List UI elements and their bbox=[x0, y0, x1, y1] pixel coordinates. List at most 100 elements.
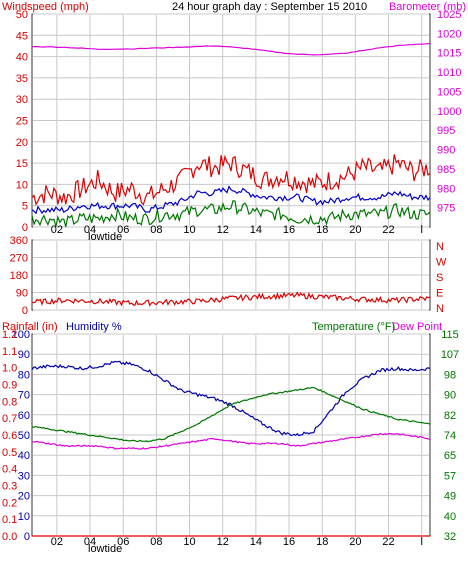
rainfall-y-tick-label: 1.0 bbox=[2, 363, 17, 375]
wind-axis-title: Windspeed (mph) bbox=[2, 1, 89, 13]
barometer-y-tick-label: 1000 bbox=[437, 106, 461, 118]
barometer-y-tick-label: 1015 bbox=[437, 48, 461, 60]
x-tick-label: 22 bbox=[382, 536, 394, 548]
series-lines bbox=[31, 43, 431, 537]
x-tick-label: 02 bbox=[51, 224, 63, 236]
barometer-y-tick-label: 1020 bbox=[437, 28, 461, 40]
humidity-y-tick-label: 20 bbox=[18, 491, 30, 503]
temperature-y-tick-label: 49 bbox=[444, 491, 456, 503]
compass-label: N bbox=[436, 303, 444, 315]
direction-y-tick-label: 360 bbox=[10, 235, 28, 247]
rainfall-y-tick-label: 0.6 bbox=[2, 430, 17, 442]
x-tick-label: 10 bbox=[183, 224, 195, 236]
x-tick-label: 16 bbox=[283, 224, 295, 236]
wind-direction-line bbox=[31, 291, 431, 307]
humidity-y-tick-label: 80 bbox=[18, 369, 30, 381]
rainfall-y-tick-label: 0.2 bbox=[2, 497, 17, 509]
wind-y-tick-label: 45 bbox=[16, 30, 28, 42]
barometer-y-tick-label: 1010 bbox=[437, 67, 461, 79]
temperature-y-tick-label: 98 bbox=[444, 369, 456, 381]
rainfall-y-tick-label: 0.8 bbox=[2, 396, 17, 408]
wind-y-tick-label: 25 bbox=[16, 116, 28, 128]
wind-y-tick-label: 40 bbox=[16, 52, 28, 64]
x-tick-label: 18 bbox=[316, 224, 328, 236]
temperature-y-tick-label: 57 bbox=[444, 470, 456, 482]
direction-y-tick-label: 0 bbox=[22, 305, 28, 317]
x-tick-label: 12 bbox=[217, 536, 229, 548]
wind-y-tick-label: 15 bbox=[16, 158, 28, 170]
temperature-y-tick-label: 40 bbox=[444, 511, 456, 523]
x-tick-label: 04 bbox=[84, 536, 96, 548]
rainfall-axis-title: Rainfall (in) bbox=[2, 321, 58, 333]
direction-y-tick-label: 270 bbox=[10, 253, 28, 265]
rainfall-y-tick-label: 0.9 bbox=[2, 380, 17, 392]
temperature-y-tick-label: 90 bbox=[444, 390, 456, 402]
barometer-y-tick-label: 985 bbox=[437, 164, 455, 176]
wind-y-tick-label: 5 bbox=[22, 201, 28, 213]
temperature-y-tick-label: 107 bbox=[441, 349, 459, 361]
temperature-y-tick-label: 74 bbox=[444, 430, 456, 442]
x-tick-label: 14 bbox=[250, 224, 262, 236]
x-tick-label: l bbox=[420, 536, 422, 548]
rainfall-y-tick-label: 0.0 bbox=[2, 531, 17, 543]
lowtide-label-top: lowtide bbox=[88, 231, 122, 243]
dewpoint-axis-title: Dew Point bbox=[392, 321, 442, 333]
humidity-y-tick-label: 50 bbox=[18, 430, 30, 442]
wind-y-tick-label: 30 bbox=[16, 94, 28, 106]
rainfall-y-tick-label: 0.7 bbox=[2, 413, 17, 425]
x-tick-label: 12 bbox=[217, 224, 229, 236]
humidity-y-tick-label: 60 bbox=[18, 410, 30, 422]
humidity-y-tick-label: 90 bbox=[18, 349, 30, 361]
barometer-y-tick-label: 990 bbox=[437, 145, 455, 157]
temperature-line bbox=[31, 386, 431, 443]
rainfall-y-tick-label: 0.4 bbox=[2, 464, 17, 476]
humidity-y-tick-label: 100 bbox=[12, 329, 30, 341]
compass-label: W bbox=[436, 257, 447, 269]
humidity-y-tick-label: 40 bbox=[18, 450, 30, 462]
humidity-y-tick-label: 70 bbox=[18, 390, 30, 402]
rainfall-y-tick-label: 1.2 bbox=[2, 329, 17, 341]
grid-lines bbox=[33, 13, 429, 537]
humidity-y-tick-label: 10 bbox=[18, 511, 30, 523]
wind-y-tick-label: 20 bbox=[16, 137, 28, 149]
wind-average-line bbox=[31, 185, 431, 215]
x-tick-label: 10 bbox=[183, 536, 195, 548]
x-tick-label: 04 bbox=[84, 224, 96, 236]
x-tick-label: 08 bbox=[150, 224, 162, 236]
compass-label: S bbox=[436, 272, 443, 284]
temperature-y-tick-label: 65 bbox=[444, 450, 456, 462]
x-tick-label: 06 bbox=[117, 536, 129, 548]
barometer-y-tick-label: 975 bbox=[437, 203, 455, 215]
compass-label: N bbox=[436, 241, 444, 253]
compass-label: E bbox=[436, 288, 443, 300]
x-tick-label: 06 bbox=[117, 224, 129, 236]
temperature-axis-title: Temperature (°F) bbox=[312, 321, 395, 333]
humidity-axis-title: Humidity % bbox=[66, 321, 122, 333]
direction-y-tick-label: 180 bbox=[10, 270, 28, 282]
wind-y-tick-label: 35 bbox=[16, 73, 28, 85]
x-tick-label: 16 bbox=[283, 536, 295, 548]
direction-y-tick-label: 90 bbox=[16, 288, 28, 300]
wind-y-tick-label: 10 bbox=[16, 179, 28, 191]
barometer-y-tick-label: 995 bbox=[437, 125, 455, 137]
humidity-line bbox=[31, 360, 431, 437]
humidity-y-tick-label: 0 bbox=[24, 531, 30, 543]
x-tick-label: 20 bbox=[349, 536, 361, 548]
wind-low-line bbox=[31, 200, 431, 228]
x-tick-label: 02 bbox=[51, 536, 63, 548]
temperature-y-tick-label: 32 bbox=[444, 531, 456, 543]
dewpoint-line bbox=[32, 432, 431, 450]
humidity-y-tick-label: 30 bbox=[18, 470, 30, 482]
rainfall-y-tick-label: 0.1 bbox=[2, 514, 17, 526]
chart-title: 24 hour graph day : September 15 2010 bbox=[172, 1, 367, 13]
barometer-axis-title: Barometer (mb) bbox=[389, 1, 466, 13]
x-tick-label: 20 bbox=[349, 224, 361, 236]
wind-y-tick-label: 50 bbox=[16, 9, 28, 21]
rainfall-y-tick-label: 0.5 bbox=[2, 447, 17, 459]
barometer-line bbox=[31, 43, 431, 56]
tick-labels: 02 04 06 08 10 12 14 16 18 20 22 l 02 04 06 08 10 12 14 16 1… bbox=[2, 9, 461, 548]
temperature-y-tick-label: 115 bbox=[441, 329, 459, 341]
x-tick-label: 14 bbox=[250, 536, 262, 548]
